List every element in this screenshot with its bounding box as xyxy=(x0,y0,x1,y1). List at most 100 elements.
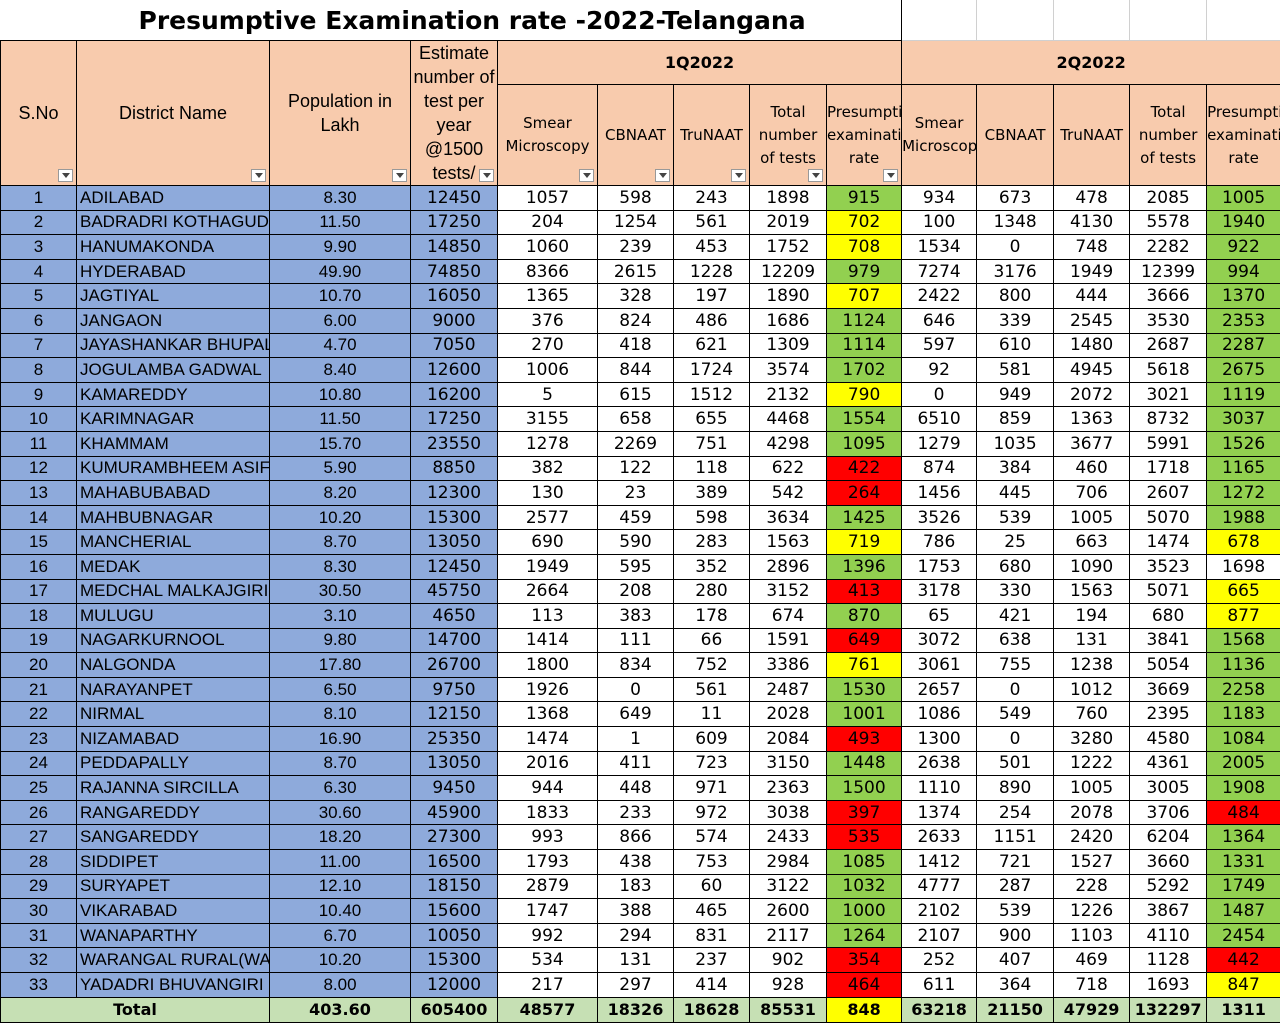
q2-cbnaat-cell: 949 xyxy=(977,382,1054,407)
q1-trunaat-cell: 118 xyxy=(674,456,750,481)
q2-tests-cell: 3021 xyxy=(1130,382,1207,407)
sno-cell: 16 xyxy=(1,554,77,579)
q1-trunaat-cell: 561 xyxy=(674,210,750,235)
q1-tests-cell: 674 xyxy=(750,604,827,629)
title-row: Presumptive Examination rate -2022-Telan… xyxy=(1,0,1280,41)
q2-cbnaat-cell: 859 xyxy=(977,407,1054,432)
q1-rate-cell: 1702 xyxy=(827,358,902,383)
filter-dropdown-icon[interactable] xyxy=(883,169,898,182)
q2-rate-cell: 1908 xyxy=(1207,776,1280,801)
filter-dropdown-icon[interactable] xyxy=(579,169,594,182)
q2-tests-cell: 1474 xyxy=(1130,530,1207,555)
filter-dropdown-icon[interactable] xyxy=(808,169,823,182)
estimate-cell: 15600 xyxy=(411,899,498,924)
q2-trunaat-cell: 469 xyxy=(1054,948,1130,973)
filter-dropdown-icon[interactable] xyxy=(479,169,494,182)
estimate-cell: 14700 xyxy=(411,628,498,653)
filter-dropdown-icon[interactable] xyxy=(731,169,746,182)
q2-tests-cell: 5054 xyxy=(1130,653,1207,678)
filter-dropdown-icon[interactable] xyxy=(58,169,73,182)
population-cell: 10.40 xyxy=(270,899,411,924)
q1-cbnaat-cell: 297 xyxy=(598,973,674,998)
q2-smear-cell: 7274 xyxy=(902,259,977,284)
q2-tests-cell: 4580 xyxy=(1130,727,1207,752)
q1-cbnaat-cell: 328 xyxy=(598,284,674,309)
q2-tests-cell: 2607 xyxy=(1130,481,1207,506)
population-cell: 6.00 xyxy=(270,308,411,333)
q1-trunaat-cell: 280 xyxy=(674,579,750,604)
estimate-cell: 9450 xyxy=(411,776,498,801)
sno-cell: 28 xyxy=(1,850,77,875)
q1-rate-cell: 649 xyxy=(827,628,902,653)
population-cell: 9.80 xyxy=(270,628,411,653)
filter-dropdown-icon[interactable] xyxy=(392,169,407,182)
district-name-cell: MEDAK xyxy=(77,554,270,579)
q2-cbnaat-cell: 407 xyxy=(977,948,1054,973)
q1-trunaat-cell: 486 xyxy=(674,308,750,333)
q1-smear-cell: 130 xyxy=(498,481,598,506)
quarter-2-header: 2Q2022 xyxy=(902,41,1280,85)
estimate-cell: 16200 xyxy=(411,382,498,407)
sno-cell: 12 xyxy=(1,456,77,481)
q1-smear-cell: 1368 xyxy=(498,702,598,727)
population-cell: 6.50 xyxy=(270,677,411,702)
q2-trunaat-cell: 1005 xyxy=(1054,776,1130,801)
sno-cell: 13 xyxy=(1,481,77,506)
filter-dropdown-icon[interactable] xyxy=(655,169,670,182)
q1-cbnaat-cell: 233 xyxy=(598,800,674,825)
q2-rate-cell: 1487 xyxy=(1207,899,1280,924)
district-name-cell: KAMAREDDY xyxy=(77,382,270,407)
q2-rate-cell: 484 xyxy=(1207,800,1280,825)
q1-rate-cell: 790 xyxy=(827,382,902,407)
sno-cell: 25 xyxy=(1,776,77,801)
q1-smear-cell: 2016 xyxy=(498,751,598,776)
q2-tests-cell: 4110 xyxy=(1130,923,1207,948)
q2-tests-cell: 5991 xyxy=(1130,431,1207,456)
q1-rate-cell: 707 xyxy=(827,284,902,309)
district-header: District Name xyxy=(77,41,270,186)
filter-dropdown-icon[interactable] xyxy=(251,169,266,182)
q1-rate-cell: 1500 xyxy=(827,776,902,801)
district-name-cell: KHAMMAM xyxy=(77,431,270,456)
q2-trunaat-cell: 1527 xyxy=(1054,850,1130,875)
sno-cell: 26 xyxy=(1,800,77,825)
q2-smear-cell: 2107 xyxy=(902,923,977,948)
q2-rate-header: Presumptive examination rate xyxy=(1207,85,1280,186)
q2-smear-cell: 1086 xyxy=(902,702,977,727)
total-q2-smear: 63218 xyxy=(902,997,977,1022)
population-cell: 8.20 xyxy=(270,481,411,506)
q2-cbnaat-cell: 721 xyxy=(977,850,1054,875)
total-label: Total xyxy=(1,997,270,1022)
estimate-cell: 8850 xyxy=(411,456,498,481)
q1-trunaat-cell: 971 xyxy=(674,776,750,801)
q2-cbnaat-cell: 800 xyxy=(977,284,1054,309)
sno-cell: 14 xyxy=(1,505,77,530)
district-name-cell: KUMURAMBHEEM ASIFABAD xyxy=(77,456,270,481)
district-name-cell: JAGTIYAL xyxy=(77,284,270,309)
q2-tests-cell: 680 xyxy=(1130,604,1207,629)
q1-cbnaat-cell: 844 xyxy=(598,358,674,383)
total-q1-trunaat: 18628 xyxy=(674,997,750,1022)
q1-smear-cell: 1833 xyxy=(498,800,598,825)
q1-rate-cell: 493 xyxy=(827,727,902,752)
q2-rate-cell: 1084 xyxy=(1207,727,1280,752)
q2-trunaat-cell: 3280 xyxy=(1054,727,1130,752)
q2-smear-cell: 597 xyxy=(902,333,977,358)
district-name-cell: MULUGU xyxy=(77,604,270,629)
q1-smear-cell: 1949 xyxy=(498,554,598,579)
estimate-cell: 12000 xyxy=(411,973,498,998)
q2-trunaat-cell: 194 xyxy=(1054,604,1130,629)
q1-trunaat-cell: 621 xyxy=(674,333,750,358)
q1-tests-cell: 4298 xyxy=(750,431,827,456)
q2-rate-cell: 2258 xyxy=(1207,677,1280,702)
